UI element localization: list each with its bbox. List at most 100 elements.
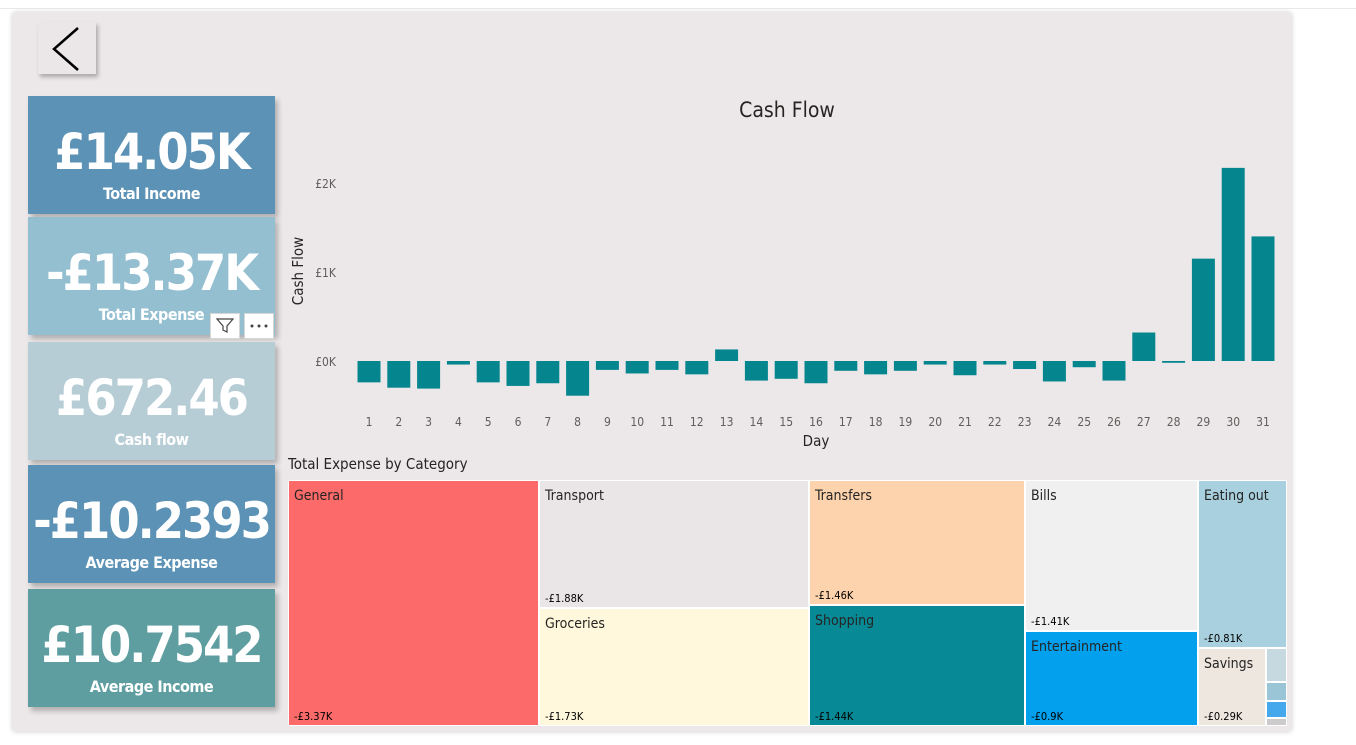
- x-tick-label: 23: [1018, 415, 1032, 429]
- x-tick-label: 21: [958, 415, 972, 429]
- treemap-tile-value: -£1.88K: [545, 592, 584, 605]
- bar-day-18[interactable]: [864, 361, 888, 375]
- treemap-tile-transfers[interactable]: Transfers -£1.46K: [809, 480, 1025, 605]
- treemap-title: Total Expense by Category: [288, 455, 468, 473]
- x-tick-label: 13: [720, 415, 734, 429]
- x-tick-label: 14: [750, 415, 764, 429]
- x-tick-label: 4: [455, 415, 462, 429]
- bar-day-26[interactable]: [1102, 361, 1126, 381]
- bar-day-14[interactable]: [744, 361, 768, 381]
- x-tick-label: 10: [630, 415, 644, 429]
- bar-day-6[interactable]: [506, 361, 530, 386]
- treemap-tile-eating-out[interactable]: Eating out -£0.81K: [1198, 480, 1287, 648]
- bar-day-8[interactable]: [566, 361, 590, 396]
- x-tick-label: 17: [839, 415, 853, 429]
- average-income-card[interactable]: £10.7542 Average Income: [28, 589, 275, 707]
- x-tick-label: 5: [485, 415, 492, 429]
- y-axis-label: Cash Flow: [289, 237, 307, 305]
- bar-day-10[interactable]: [625, 361, 649, 374]
- cash-flow-value: £672.46: [56, 369, 249, 427]
- total-income-label: Total Income: [103, 184, 200, 203]
- bar-day-4[interactable]: [446, 361, 470, 365]
- treemap-tile-entertainment[interactable]: Entertainment -£0.9K: [1025, 631, 1198, 726]
- more-options-button[interactable]: [244, 313, 274, 339]
- treemap-tile-name: Bills: [1031, 488, 1057, 504]
- treemap-tile-name: Shopping: [815, 613, 875, 629]
- bar-day-2[interactable]: [387, 361, 411, 388]
- average-expense-card[interactable]: -£10.2393 Average Expense: [28, 465, 275, 583]
- treemap-tile-name: Eating out: [1204, 488, 1269, 504]
- filter-button[interactable]: [210, 313, 240, 339]
- treemap-tile-value: -£0.9K: [1031, 710, 1064, 723]
- treemap-tile-name: Transport: [545, 488, 604, 504]
- bar-day-25[interactable]: [1072, 361, 1096, 368]
- total-expense-card[interactable]: -£13.37K Total Expense: [28, 217, 275, 335]
- treemap-tile-value: -£3.37K: [294, 710, 333, 723]
- bar-day-17[interactable]: [834, 361, 858, 371]
- total-expense-value: -£13.37K: [45, 244, 259, 302]
- x-tick-label: 25: [1077, 415, 1091, 429]
- total-income-card[interactable]: £14.05K Total Income: [28, 96, 275, 214]
- bar-day-7[interactable]: [536, 361, 560, 384]
- bar-day-5[interactable]: [476, 361, 500, 383]
- treemap-tile-small[interactable]: [1266, 701, 1287, 718]
- bar-day-13[interactable]: [715, 349, 739, 361]
- y-tick-label: £0K: [315, 355, 337, 369]
- x-tick-label: 9: [604, 415, 611, 429]
- treemap-tile-value: -£1.41K: [1031, 615, 1070, 628]
- x-tick-label: 2: [395, 415, 402, 429]
- treemap-tile-small[interactable]: [1266, 682, 1287, 701]
- bar-day-29[interactable]: [1191, 258, 1215, 361]
- treemap-tile-name: Savings: [1204, 656, 1254, 672]
- bar-day-16[interactable]: [804, 361, 828, 384]
- bar-day-1[interactable]: [357, 361, 381, 383]
- bar-day-21[interactable]: [953, 361, 977, 376]
- x-tick-label: 18: [869, 415, 883, 429]
- x-tick-label: 3: [425, 415, 432, 429]
- treemap-tile-small[interactable]: [1266, 648, 1287, 682]
- treemap-tile-name: Entertainment: [1031, 639, 1122, 655]
- x-tick-label: 19: [899, 415, 913, 429]
- x-tick-label: 28: [1167, 415, 1181, 429]
- treemap-tile-name: Groceries: [545, 616, 605, 632]
- x-tick-label: 27: [1137, 415, 1151, 429]
- bar-day-28[interactable]: [1162, 361, 1186, 363]
- bar-day-15[interactable]: [774, 361, 798, 379]
- bar-day-27[interactable]: [1132, 332, 1156, 361]
- x-tick-label: 8: [574, 415, 581, 429]
- treemap-tile-general[interactable]: General -£3.37K: [288, 480, 539, 726]
- bar-day-19[interactable]: [893, 361, 917, 371]
- bar-day-30[interactable]: [1221, 167, 1245, 361]
- treemap-tile-value: -£0.29K: [1204, 710, 1243, 723]
- bar-day-3[interactable]: [417, 361, 441, 389]
- y-tick-label: £1K: [315, 266, 337, 280]
- back-button[interactable]: [38, 22, 96, 74]
- treemap-tile-savings[interactable]: Savings -£0.29K: [1198, 648, 1266, 726]
- more-options-icon: [250, 324, 268, 328]
- bar-day-31[interactable]: [1251, 236, 1275, 361]
- treemap-tile-small[interactable]: [1266, 718, 1287, 726]
- treemap-tile-shopping[interactable]: Shopping -£1.44K: [809, 605, 1025, 726]
- bar-day-22[interactable]: [983, 361, 1007, 365]
- bar-day-20[interactable]: [923, 361, 947, 365]
- treemap-tile-bills[interactable]: Bills -£1.41K: [1025, 480, 1198, 631]
- cash-flow-card[interactable]: £672.46 Cash flow: [28, 342, 275, 460]
- x-tick-label: 24: [1048, 415, 1062, 429]
- bar-day-12[interactable]: [685, 361, 709, 375]
- x-tick-label: 26: [1107, 415, 1121, 429]
- bar-day-24[interactable]: [1042, 361, 1066, 382]
- x-tick-label: 31: [1256, 415, 1270, 429]
- x-tick-label: 16: [809, 415, 823, 429]
- average-expense-label: Average Expense: [85, 553, 218, 572]
- bar-day-11[interactable]: [655, 361, 679, 370]
- treemap-tile-value: -£1.44K: [815, 710, 854, 723]
- treemap-tile-groceries[interactable]: Groceries -£1.73K: [539, 608, 809, 726]
- y-tick-label: £2K: [315, 177, 337, 191]
- filter-icon: [216, 318, 234, 333]
- cash-flow-label: Cash flow: [114, 430, 189, 449]
- bar-day-9[interactable]: [595, 361, 619, 370]
- bar-day-23[interactable]: [1013, 361, 1037, 370]
- treemap-tile-name: Transfers: [815, 488, 872, 504]
- treemap-tile-transport[interactable]: Transport -£1.88K: [539, 480, 809, 608]
